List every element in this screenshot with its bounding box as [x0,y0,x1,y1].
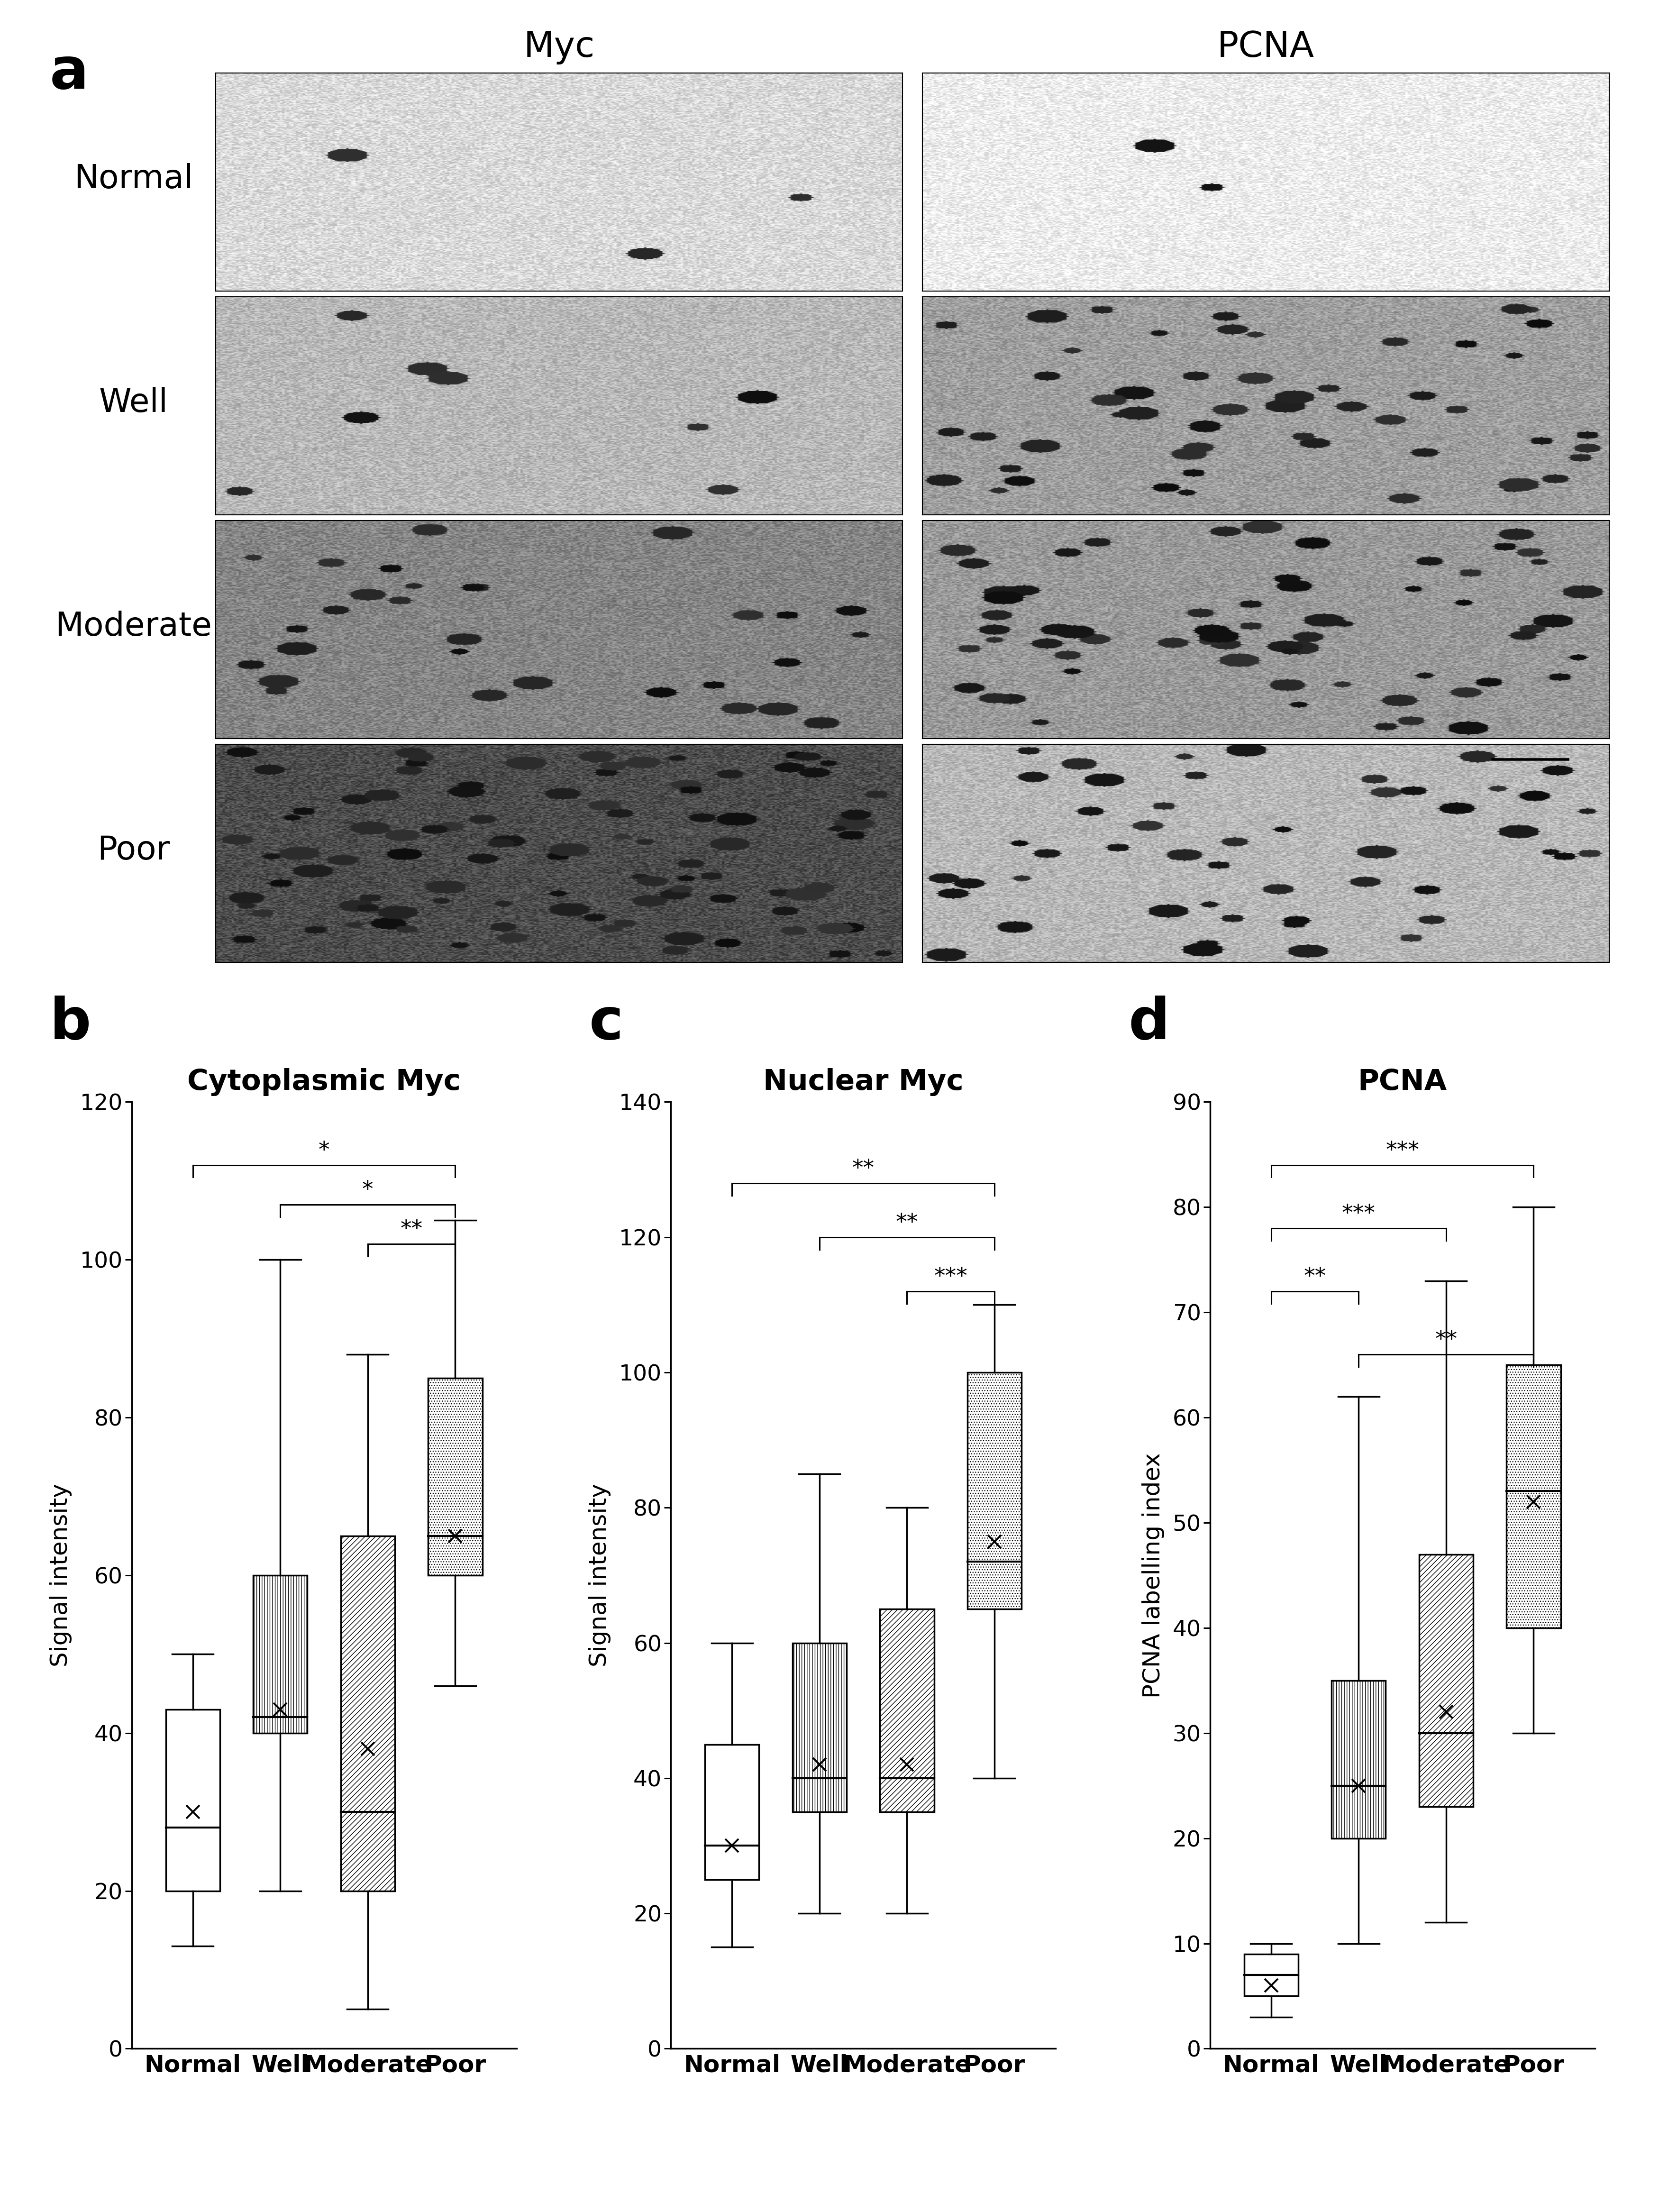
Text: **: ** [1304,1265,1326,1287]
Bar [1244,1953,1299,1995]
Bar [879,1608,934,1812]
Text: Myc: Myc [524,29,594,64]
Text: **: ** [896,1212,917,1234]
Text: Moderate: Moderate [55,611,212,641]
Text: *: * [319,1139,330,1161]
Text: ***: *** [934,1265,967,1287]
Text: Well: Well [100,387,168,418]
Y-axis label: Signal intensity: Signal intensity [589,1484,611,1668]
Bar [428,1378,483,1575]
Text: b: b [50,995,91,1051]
Bar [1418,1555,1473,1807]
Bar [967,1371,1022,1608]
Title: PCNA: PCNA [1357,1068,1447,1097]
Bar [1506,1365,1561,1628]
Text: **: ** [853,1157,874,1179]
Text: **: ** [1435,1329,1457,1352]
Y-axis label: PCNA labelling index: PCNA labelling index [1141,1453,1165,1699]
Text: Poor: Poor [98,834,169,867]
Text: ***: *** [1385,1139,1418,1161]
Text: PCNA: PCNA [1218,29,1314,64]
Text: d: d [1128,995,1170,1051]
Bar [254,1575,307,1732]
Bar [340,1535,395,1891]
Text: **: ** [400,1219,423,1241]
Bar [1332,1681,1385,1838]
Bar [793,1644,846,1812]
Bar [166,1710,221,1891]
Title: Cytoplasmic Myc: Cytoplasmic Myc [187,1068,461,1097]
Y-axis label: Signal intensity: Signal intensity [50,1484,71,1668]
Bar [705,1745,760,1880]
Text: Normal: Normal [75,164,194,195]
Text: *: * [362,1179,373,1201]
Title: Nuclear Myc: Nuclear Myc [763,1068,964,1097]
Text: c: c [589,995,624,1051]
Text: a: a [50,44,90,100]
Text: ***: *** [1342,1203,1375,1225]
